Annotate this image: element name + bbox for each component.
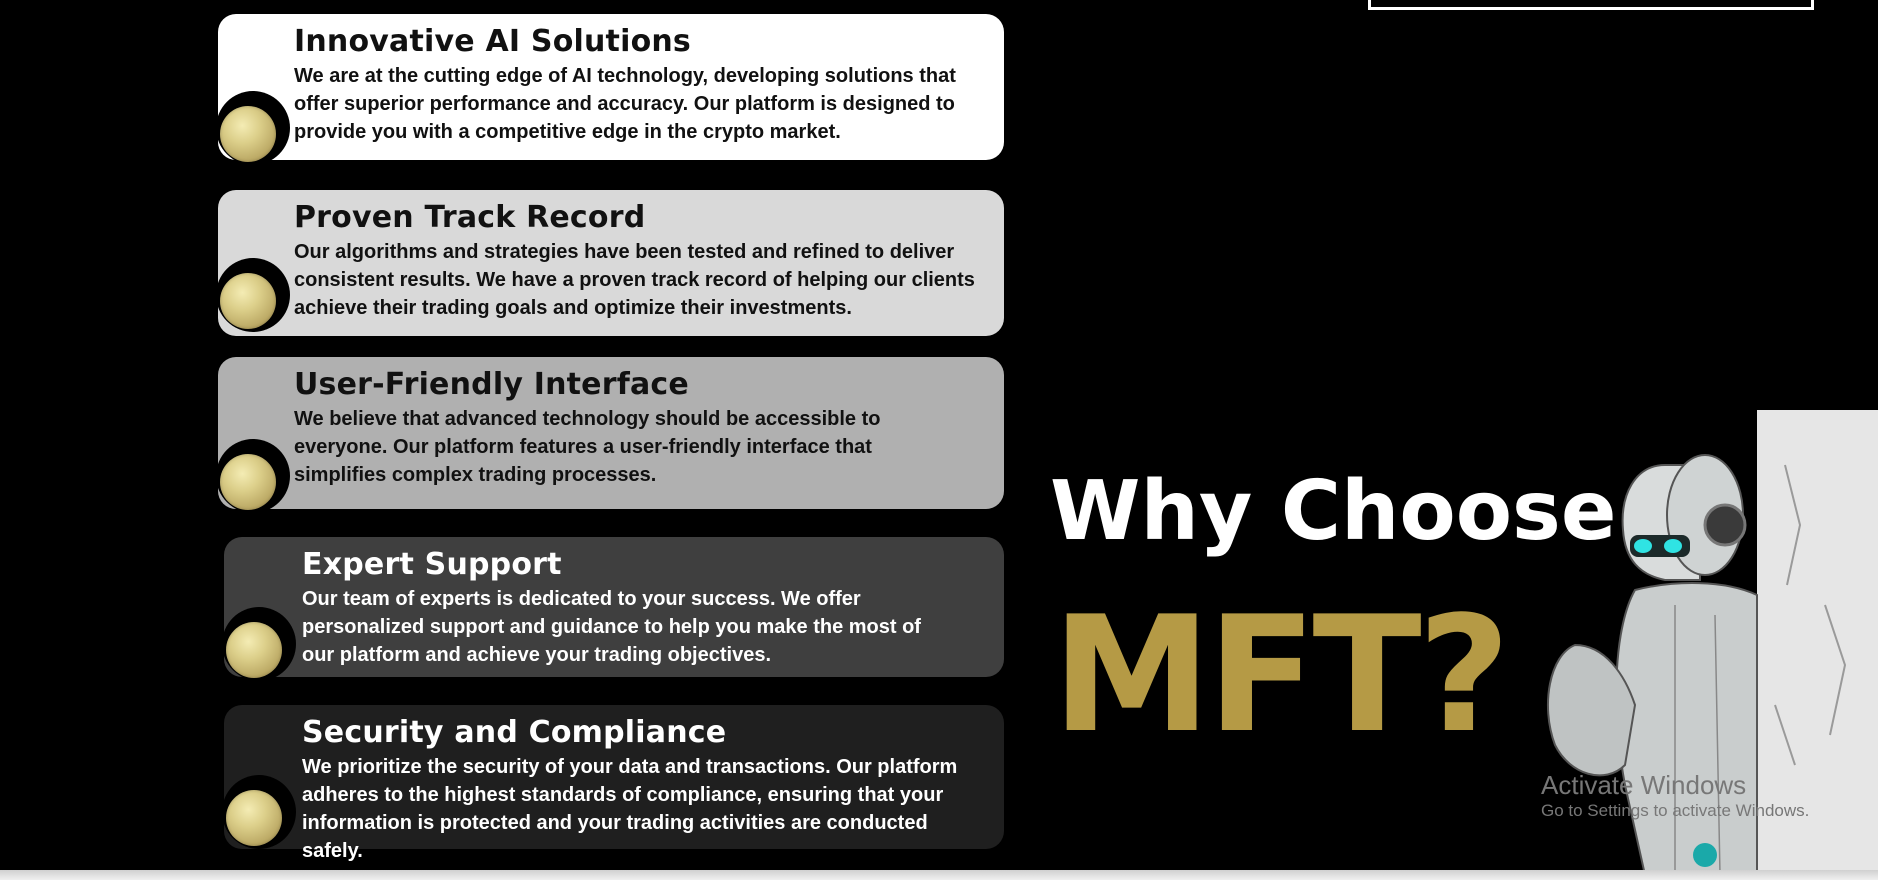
card-title: Security and Compliance xyxy=(302,715,727,750)
watermark-subtitle: Go to Settings to activate Windows. xyxy=(1541,801,1810,820)
card-description: We prioritize the security of your data … xyxy=(302,756,958,862)
card-title: Innovative AI Solutions xyxy=(294,24,691,59)
card-user-friendly-interface: User-Friendly Interface We believe that … xyxy=(216,357,1004,513)
card-innovative-ai: Innovative AI Solutions We are at the cu… xyxy=(216,14,1004,165)
gold-coin-icon xyxy=(226,790,282,846)
card-proven-track-record: Proven Track Record Our algorithms and s… xyxy=(216,190,1004,336)
card-description: Our algorithms and strategies have been … xyxy=(294,241,975,319)
top-outline-frame xyxy=(1368,0,1814,10)
watermark-title: Activate Windows xyxy=(1541,770,1747,800)
activate-windows-watermark: Activate Windows Go to Settings to activ… xyxy=(1541,770,1809,822)
card-title: Proven Track Record xyxy=(294,200,646,235)
robot-illustration xyxy=(1547,410,1878,875)
headline-why-choose: Why Choose xyxy=(1050,464,1617,559)
card-description: We believe that advanced technology shou… xyxy=(294,408,881,486)
gold-coin-icon xyxy=(226,622,282,678)
window-bottom-edge xyxy=(0,870,1878,880)
gold-coin-icon xyxy=(220,454,276,510)
headline-brand: MFT? xyxy=(1052,581,1510,768)
card-expert-support: Expert Support Our team of experts is de… xyxy=(222,537,1004,681)
card-title: Expert Support xyxy=(302,547,562,582)
card-description: Our team of experts is dedicated to your… xyxy=(302,588,921,666)
card-security-compliance: Security and Compliance We prioritize th… xyxy=(222,705,1004,862)
gold-coin-icon xyxy=(220,106,276,162)
gold-coin-icon xyxy=(220,273,276,329)
card-title: User-Friendly Interface xyxy=(294,367,689,402)
card-description: We are at the cutting edge of AI technol… xyxy=(294,65,956,143)
